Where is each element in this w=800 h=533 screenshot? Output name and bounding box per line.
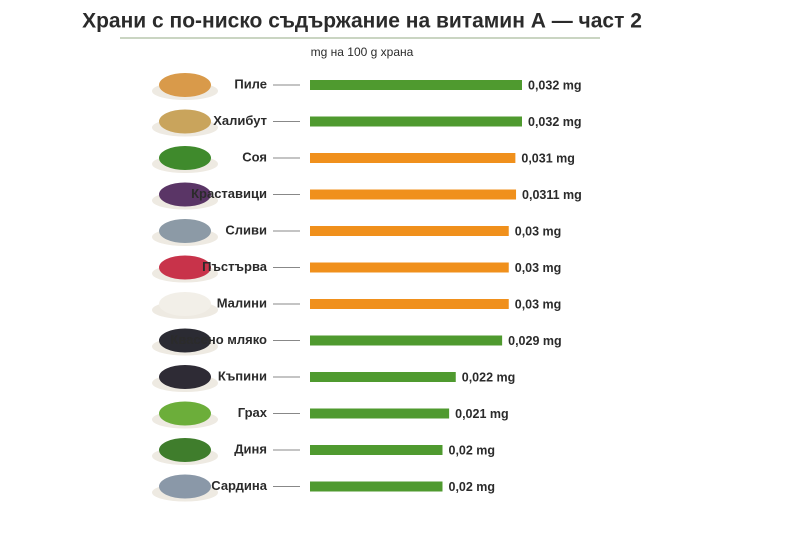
food-icon [159, 255, 211, 280]
bar [310, 481, 443, 492]
value-label: 0,03 mg [515, 224, 562, 238]
bar [310, 80, 522, 90]
food-icon [159, 109, 211, 134]
food-icon [159, 219, 211, 243]
category-label: Диня [234, 441, 267, 456]
bar [310, 189, 517, 200]
category-label: Пиле [234, 76, 267, 91]
category-label: Къпини [218, 368, 267, 383]
food-icon [159, 73, 211, 97]
value-label: 0,022 mg [462, 370, 516, 384]
value-label: 0,03 mg [515, 297, 562, 311]
value-label: 0,02 mg [449, 443, 496, 457]
value-label: 0,032 mg [528, 115, 582, 129]
chart-title: Храни с по-ниско съдържание на витамин А… [82, 10, 642, 33]
category-label: Соя [242, 149, 267, 164]
category-label: Квасено мляко [170, 332, 267, 347]
food-icon [159, 365, 211, 389]
category-label: Грах [238, 405, 268, 420]
bar [310, 116, 522, 127]
bar [310, 372, 456, 382]
food-icon [159, 438, 211, 462]
food-icon [159, 474, 211, 499]
value-label: 0,03 mg [515, 261, 562, 275]
food-icon [159, 292, 211, 316]
chart-subtitle: mg на 100 g храна [311, 45, 414, 59]
category-label: Пъстърва [202, 259, 268, 274]
value-label: 0,029 mg [508, 334, 562, 348]
bar [310, 299, 509, 309]
bar [310, 226, 509, 236]
category-label: Халибут [213, 113, 267, 128]
value-label: 0,0311 mg [522, 188, 582, 202]
food-icon [159, 328, 211, 353]
value-label: 0,02 mg [449, 480, 496, 494]
food-icon [159, 401, 211, 426]
category-label: Малини [217, 295, 267, 310]
category-label: Сардина [211, 478, 267, 493]
food-icon [159, 182, 211, 207]
food-icon [159, 146, 211, 170]
value-label: 0,031 mg [521, 151, 575, 165]
value-label: 0,032 mg [528, 78, 582, 92]
category-label: Краставици [191, 186, 267, 201]
bar [310, 408, 450, 419]
category-label: Сливи [225, 222, 267, 237]
bar [310, 445, 443, 455]
bar [310, 262, 509, 273]
value-label: 0,021 mg [455, 407, 509, 421]
bar [310, 335, 503, 346]
bar [310, 153, 516, 163]
